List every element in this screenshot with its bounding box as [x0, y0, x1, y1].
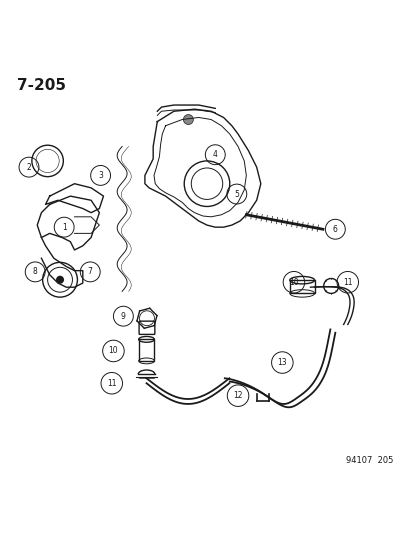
Text: 11: 11 — [342, 278, 351, 287]
Text: 6: 6 — [332, 225, 337, 234]
Text: 1: 1 — [62, 223, 66, 232]
Bar — [289, 280, 314, 293]
Text: 13: 13 — [277, 358, 287, 367]
Circle shape — [57, 277, 63, 283]
Text: 7-205: 7-205 — [17, 78, 65, 93]
Text: 8: 8 — [33, 268, 38, 277]
Text: 11: 11 — [107, 379, 116, 387]
Text: 7: 7 — [88, 268, 93, 277]
Text: 10: 10 — [288, 278, 298, 287]
Text: 94107  205: 94107 205 — [345, 456, 392, 465]
Bar — [138, 340, 154, 361]
Text: 4: 4 — [212, 150, 217, 159]
Text: 2: 2 — [26, 163, 31, 172]
Text: 3: 3 — [98, 171, 103, 180]
Text: 9: 9 — [121, 312, 126, 321]
Text: 5: 5 — [234, 190, 239, 199]
Text: 10: 10 — [108, 346, 118, 356]
Circle shape — [183, 115, 193, 125]
Text: 12: 12 — [233, 391, 242, 400]
